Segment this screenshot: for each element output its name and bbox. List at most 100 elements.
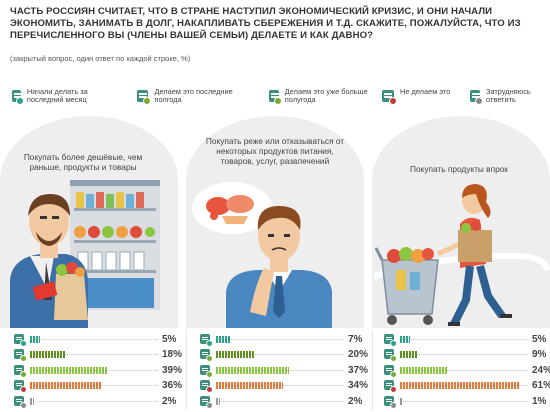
stat-bar [400, 397, 528, 405]
legend-item-long: Делаем это уже больше полугода [269, 87, 379, 108]
stat-bar [30, 397, 158, 405]
stat-value: 39% [162, 364, 183, 376]
calendar-icon [384, 380, 397, 393]
page-subtitle: (закрытый вопрос, один ответ по каждой с… [10, 54, 191, 63]
stat-bar [400, 350, 528, 358]
stat-bar-fill [216, 381, 283, 389]
legend-label: Делаем это последние полгода [154, 87, 233, 105]
stat-bar [30, 381, 158, 389]
stat-row: 5% [14, 333, 177, 347]
stat-bar [216, 381, 344, 389]
stat-bar [30, 335, 158, 343]
calendar-no-icon [382, 90, 397, 105]
stat-row: 7% [200, 333, 363, 347]
stat-value: 5% [162, 333, 177, 345]
legend-item-no: Не делаем это [382, 87, 467, 108]
legend-label: Не делаем это [400, 87, 451, 96]
legend: Начали делать за последний месяц Делаем … [12, 87, 542, 108]
stat-row: 5% [384, 333, 547, 347]
stat-bar [30, 350, 158, 358]
calendar-icon [14, 365, 27, 378]
calendar-icon [384, 349, 397, 362]
calendar-icon [384, 365, 397, 378]
calendar-icon [14, 334, 27, 347]
stat-value: 61% [532, 379, 550, 391]
shopper-icon [10, 180, 160, 328]
calendar-halfyear-icon [137, 90, 152, 105]
calendar-icon [14, 380, 27, 393]
stat-row: 39% [14, 364, 183, 378]
panel-2-label: Покупать реже или отказываться от некото… [205, 136, 345, 166]
legend-item-half-year: Делаем это последние полгода [137, 87, 257, 108]
divider [186, 330, 187, 410]
stat-value: 5% [532, 333, 547, 345]
stat-row: 2% [14, 395, 177, 409]
panel-3-label: Покупать продукты впрок [410, 164, 508, 174]
calendar-icon [200, 380, 213, 393]
stat-bar [400, 366, 528, 374]
stat-value: 36% [162, 379, 183, 391]
stat-value: 2% [162, 395, 177, 407]
stat-value: 7% [348, 333, 363, 345]
stat-bar-fill [216, 350, 256, 358]
stat-row: 61% [384, 379, 550, 393]
calendar-icon [200, 365, 213, 378]
page-title: Часть россиян считает, что в стране наст… [10, 6, 521, 41]
stat-row: 1% [384, 395, 547, 409]
calendar-new-icon [12, 90, 24, 105]
stat-bar [30, 366, 158, 374]
stat-bar-fill [30, 381, 101, 389]
stat-bar [216, 366, 344, 374]
stat-value: 9% [532, 348, 547, 360]
stat-bar [216, 335, 344, 343]
legend-label: Затрудняюсь ответить [486, 87, 531, 105]
stat-value: 18% [162, 348, 183, 360]
stat-bar [216, 350, 344, 358]
legend-label: Делаем это уже больше полугода [284, 87, 368, 105]
stat-bar-fill [400, 335, 410, 343]
calendar-icon [200, 334, 213, 347]
thinking-man-icon [192, 182, 332, 330]
stat-bar-fill [400, 381, 521, 389]
stat-row: 9% [384, 348, 547, 362]
stat-row: 36% [14, 379, 183, 393]
legend-label: Начали делать за последний месяц [26, 87, 88, 105]
shopping-cart-icon [373, 184, 550, 326]
stat-bar-fill [30, 350, 66, 358]
stat-bar-fill [216, 366, 289, 374]
stat-bar-fill [400, 397, 402, 405]
calendar-icon [14, 396, 27, 409]
stat-row: 37% [200, 364, 369, 378]
stat-bar [400, 335, 528, 343]
stat-bar-fill [400, 350, 418, 358]
stat-bar-fill [30, 366, 107, 374]
stat-bar-fill [30, 335, 40, 343]
stat-bar-fill [216, 335, 230, 343]
stat-value: 37% [348, 364, 369, 376]
stat-value: 2% [348, 395, 363, 407]
stat-value: 34% [348, 379, 369, 391]
stat-row: 20% [200, 348, 369, 362]
stat-bar [216, 397, 344, 405]
stat-bar-fill [216, 397, 220, 405]
calendar-icon [384, 334, 397, 347]
stat-value: 20% [348, 348, 369, 360]
stat-row: 2% [200, 395, 363, 409]
stat-value: 24% [532, 364, 550, 376]
stat-bar [400, 381, 528, 389]
calendar-icon [200, 349, 213, 362]
legend-item-unsure: Затрудняюсь ответить [470, 87, 550, 108]
stat-row: 18% [14, 348, 183, 362]
calendar-icon [384, 396, 397, 409]
stat-bar-fill [400, 366, 448, 374]
calendar-icon [14, 349, 27, 362]
divider [372, 330, 373, 410]
legend-item-last-month: Начали делать за последний месяц [12, 87, 117, 108]
stat-value: 1% [532, 395, 547, 407]
calendar-icon [200, 396, 213, 409]
stat-row: 24% [384, 364, 550, 378]
calendar-long-icon [269, 90, 282, 105]
stat-bar-fill [30, 397, 34, 405]
panel-1-label: Покупать более дешёвые, чем раньше, прод… [23, 152, 143, 172]
calendar-unsure-icon [470, 90, 484, 105]
